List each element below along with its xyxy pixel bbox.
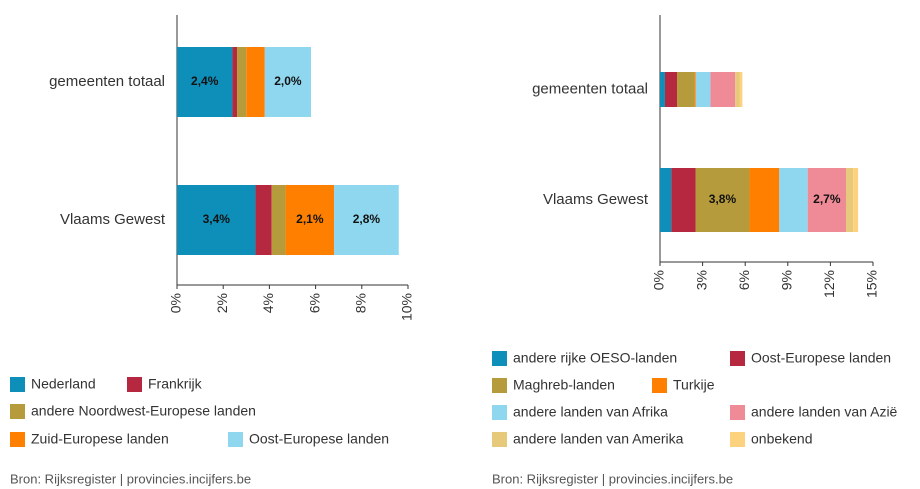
x-tick-label: 15% <box>864 270 880 298</box>
bar-segment <box>177 185 256 255</box>
legend-label: andere landen van Azië <box>751 404 898 420</box>
bar-segment <box>846 168 854 232</box>
x-tick-label: 2% <box>214 293 230 313</box>
legend-label: Zuid-Europese landen <box>31 431 169 447</box>
source: Bron: Rijksregister | provincies.incijfe… <box>10 471 251 486</box>
legend-swatch <box>730 432 745 447</box>
legend-swatch <box>492 378 507 393</box>
category-label: gemeenten totaal <box>49 73 165 90</box>
x-tick-label: 6% <box>736 270 752 290</box>
value-label: 2,8% <box>353 212 381 226</box>
x-tick-label: 6% <box>306 293 322 313</box>
source: Bron: Rijksregister | provincies.incijfe… <box>492 471 733 486</box>
bar-segment <box>677 72 695 107</box>
bar-segment <box>264 47 311 117</box>
legend-label: andere rijke OESO-landen <box>513 350 677 366</box>
bar-segment <box>807 168 847 232</box>
bar-segment <box>664 72 678 107</box>
bar-segment <box>232 47 238 117</box>
x-tick-label: 4% <box>260 293 276 313</box>
bar-segment <box>749 168 780 232</box>
x-tick-label: 0% <box>168 293 184 313</box>
value-label: 2,0% <box>274 74 302 88</box>
bar-segment <box>671 168 696 232</box>
value-label: 2,1% <box>296 212 324 226</box>
bar-segment <box>271 185 286 255</box>
bar-segment <box>237 47 247 117</box>
category-label: gemeenten totaal <box>532 80 648 97</box>
value-label: 3,4% <box>203 212 231 226</box>
legend-swatch <box>492 432 507 447</box>
bar-segment <box>334 185 399 255</box>
legend-label: Maghreb-landen <box>513 377 615 393</box>
bar-segment <box>779 168 808 232</box>
legend-swatch <box>492 405 507 420</box>
value-label: 3,8% <box>709 192 737 206</box>
legend-swatch <box>492 351 507 366</box>
bar-segment <box>660 72 665 107</box>
bar-segment <box>255 185 272 255</box>
legend-label: Oost-Europese landen <box>751 350 891 366</box>
bar-segment <box>177 47 233 117</box>
x-tick-label: 9% <box>779 270 795 290</box>
legend-swatch <box>10 432 25 447</box>
bar-segment <box>735 72 740 107</box>
bar-segment <box>853 168 859 232</box>
legend-label: Turkije <box>673 377 715 393</box>
value-label: 2,7% <box>813 192 841 206</box>
bar-segment <box>246 47 265 117</box>
x-tick-label: 3% <box>693 270 709 290</box>
x-tick-label: 0% <box>651 270 667 290</box>
value-label: 2,4% <box>191 74 219 88</box>
category-label: Vlaams Gewest <box>543 191 649 208</box>
category-label: Vlaams Gewest <box>60 211 166 228</box>
bar-segment <box>695 72 711 107</box>
x-tick-label: 8% <box>353 293 369 313</box>
legend-label: Nederland <box>31 376 96 392</box>
legend-label: andere Noordwest-Europese landen <box>31 403 256 419</box>
legend-label: Frankrijk <box>148 376 203 392</box>
legend-swatch <box>127 377 142 392</box>
bar-segment <box>710 72 736 107</box>
x-tick-label: 12% <box>821 270 837 298</box>
legend-swatch <box>730 405 745 420</box>
legend-swatch <box>10 377 25 392</box>
bar-segment <box>694 72 696 107</box>
legend-swatch <box>730 351 745 366</box>
bar-segment <box>739 72 743 107</box>
legend-swatch <box>228 432 243 447</box>
legend-label: andere landen van Afrika <box>513 404 668 420</box>
legend-swatch <box>10 404 25 419</box>
legend-label: Oost-Europese landen <box>249 431 389 447</box>
legend-label: onbekend <box>751 431 813 447</box>
bar-segment <box>285 185 335 255</box>
legend-swatch <box>652 378 667 393</box>
legend-label: andere landen van Amerika <box>513 431 684 447</box>
bar-segment <box>695 168 750 232</box>
bar-segment <box>660 168 672 232</box>
x-tick-label: 10% <box>399 293 415 321</box>
